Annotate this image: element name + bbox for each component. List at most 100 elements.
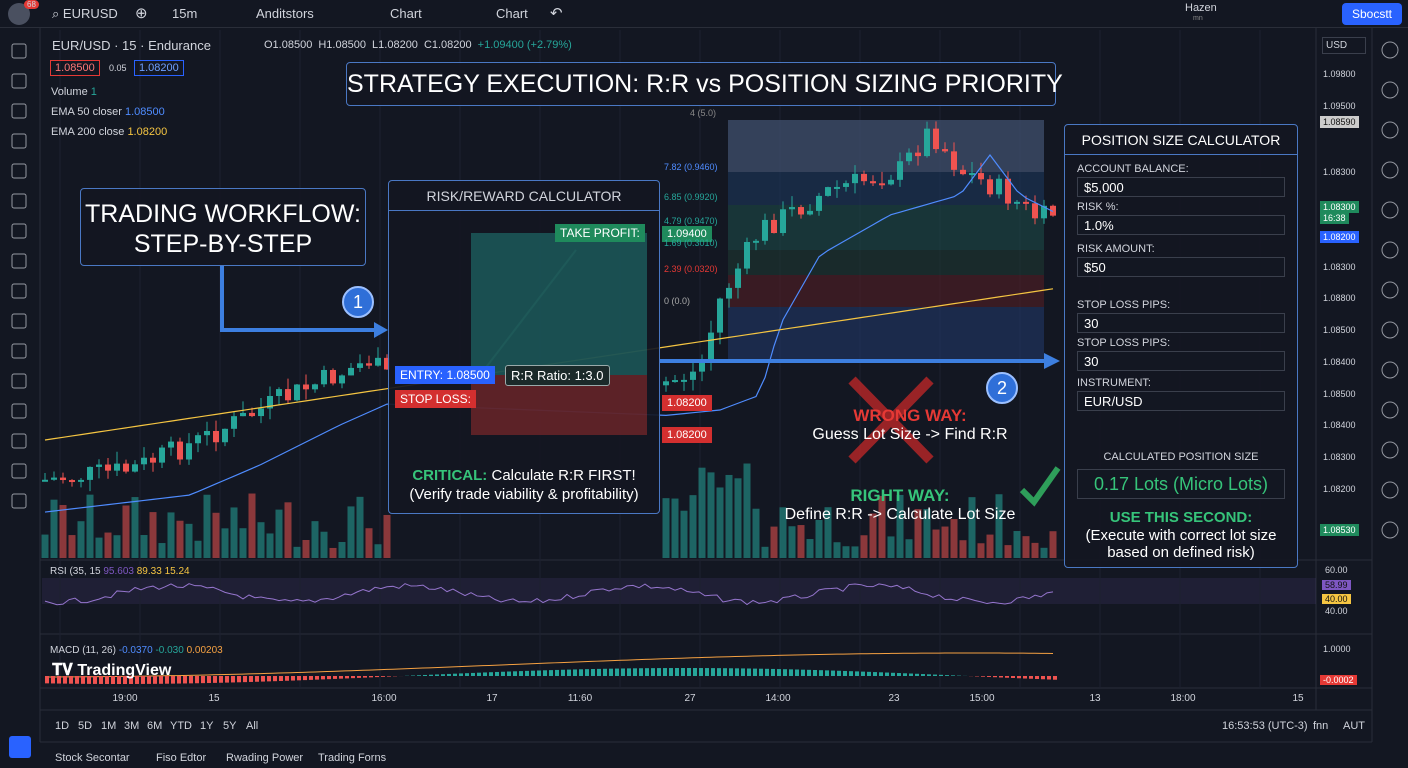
macd-hist — [879, 672, 883, 676]
tab[interactable]: Fiso Edtor — [156, 752, 207, 764]
currency-select[interactable]: USD — [1322, 37, 1366, 54]
action-button[interactable]: Sbocstt — [1342, 3, 1402, 25]
field-input[interactable]: EUR/USD — [1077, 391, 1285, 411]
macd-hist — [615, 668, 619, 676]
interval[interactable]: 15m — [172, 6, 198, 21]
tool-icon[interactable] — [11, 43, 27, 59]
tool-icon[interactable] — [11, 463, 27, 479]
value: 1.08500 — [124, 106, 165, 118]
side-icon[interactable] — [1381, 201, 1399, 219]
label: EMA 200 close — [51, 126, 125, 138]
side-icon[interactable] — [1381, 81, 1399, 99]
side-icon[interactable] — [1381, 281, 1399, 299]
range-button[interactable]: 1M — [101, 720, 117, 732]
avatar[interactable] — [8, 3, 30, 25]
sell-price[interactable]: 1.08500 — [50, 60, 100, 76]
side-icon[interactable] — [1381, 361, 1399, 379]
tool-icon[interactable] — [11, 283, 27, 299]
side-icon[interactable] — [1381, 481, 1399, 499]
symbol-search[interactable]: ⌕ EURUSD — [52, 6, 118, 21]
tool-icon[interactable] — [11, 313, 27, 329]
candle — [87, 466, 93, 480]
side-icon[interactable] — [1381, 161, 1399, 179]
tool-icon[interactable] — [11, 493, 27, 509]
tool-icon[interactable] — [11, 73, 27, 89]
rsi-legend: RSI (35, 15 95.603 89.33 15.24 — [50, 566, 190, 577]
field-input[interactable]: $5,000 — [1077, 177, 1285, 197]
range-button[interactable]: 3M — [124, 720, 140, 732]
macd-hist — [993, 676, 997, 678]
field-input[interactable]: 1.0% — [1077, 215, 1285, 235]
candle — [708, 332, 714, 363]
side-icon[interactable] — [1381, 121, 1399, 139]
candle — [762, 219, 768, 241]
candle — [753, 240, 759, 243]
tool-icon[interactable] — [11, 343, 27, 359]
macd-hist — [363, 676, 367, 678]
tool-icon[interactable] — [11, 103, 27, 119]
add-button[interactable]: ⊕ — [135, 5, 148, 22]
auto-scale[interactable]: AUT — [1343, 720, 1365, 732]
tool-icon[interactable] — [11, 223, 27, 239]
side-icon[interactable] — [1381, 41, 1399, 59]
ohlc-value: +1.09400 (+2.79%) — [477, 39, 572, 51]
value: 15.24 — [164, 566, 190, 577]
macd-hist — [537, 670, 541, 676]
side-icon[interactable] — [1381, 441, 1399, 459]
indicators[interactable]: Anditstors — [256, 6, 314, 21]
favorite[interactable] — [9, 736, 31, 758]
range-button[interactable]: All — [246, 720, 259, 732]
candle — [249, 412, 255, 417]
range-button[interactable]: 5Y — [223, 720, 237, 732]
macd-hist — [915, 673, 919, 676]
range-button[interactable]: 5D — [78, 720, 93, 732]
chart-button[interactable]: Chart — [496, 6, 528, 21]
range-button[interactable]: 1D — [55, 720, 70, 732]
macd-hist — [843, 670, 847, 676]
candle — [960, 169, 966, 175]
wrong-way: WRONG WAY: Guess Lot Size -> Find R:R — [740, 406, 1080, 444]
side-icon[interactable] — [1381, 521, 1399, 539]
side-icon[interactable] — [1381, 241, 1399, 259]
timezone[interactable]: fnn — [1313, 720, 1329, 732]
macd-hist — [297, 676, 301, 681]
price-label: 1.08400 — [1323, 420, 1356, 430]
tool-icon[interactable] — [11, 163, 27, 179]
tab[interactable]: Trading Forns — [318, 752, 387, 764]
macd-hist — [771, 668, 775, 676]
macd-hist — [747, 668, 751, 676]
tool-icon[interactable] — [11, 193, 27, 209]
tool-icon[interactable] — [11, 373, 27, 389]
tool-icon[interactable] — [11, 403, 27, 419]
field-input[interactable]: $50 — [1077, 257, 1285, 277]
field-input[interactable]: 30 — [1077, 313, 1285, 333]
tab[interactable]: Stock Secontar — [55, 752, 130, 764]
undo[interactable]: ↶ — [550, 5, 563, 22]
field-input[interactable]: 30 — [1077, 351, 1285, 371]
candle — [672, 380, 678, 383]
user-name[interactable]: Hazen — [1185, 2, 1217, 14]
tool-icon[interactable] — [11, 433, 27, 449]
range-button[interactable]: 6M — [147, 720, 163, 732]
buy-price[interactable]: 1.08200 — [134, 60, 184, 76]
side-icon[interactable] — [1381, 321, 1399, 339]
candle — [834, 186, 840, 189]
chart-button[interactable]: Chart — [390, 6, 422, 21]
range-button[interactable]: 1Y — [200, 720, 214, 732]
field-label: INSTRUMENT: — [1077, 377, 1151, 389]
macd-hist — [165, 676, 169, 684]
macd-hist — [201, 676, 205, 684]
macd-hist — [345, 676, 349, 679]
candle — [204, 430, 210, 436]
side-icon[interactable] — [1381, 401, 1399, 419]
candle — [771, 219, 777, 234]
candle — [1032, 203, 1038, 219]
volume-bar — [806, 539, 814, 558]
tab[interactable]: Rwading Power — [226, 752, 304, 764]
tool-icon[interactable] — [11, 133, 27, 149]
range-button[interactable]: YTD — [170, 720, 192, 732]
macd-hist — [261, 676, 265, 682]
right-way: RIGHT WAY: Define R:R -> Calculate Lot Si… — [730, 486, 1070, 524]
logo: 𝐓𝐕 TradingView — [52, 662, 172, 679]
tool-icon[interactable] — [11, 253, 27, 269]
